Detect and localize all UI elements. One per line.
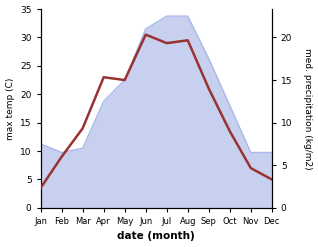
X-axis label: date (month): date (month) xyxy=(117,231,195,242)
Y-axis label: med. precipitation (kg/m2): med. precipitation (kg/m2) xyxy=(303,48,313,169)
Y-axis label: max temp (C): max temp (C) xyxy=(5,77,15,140)
